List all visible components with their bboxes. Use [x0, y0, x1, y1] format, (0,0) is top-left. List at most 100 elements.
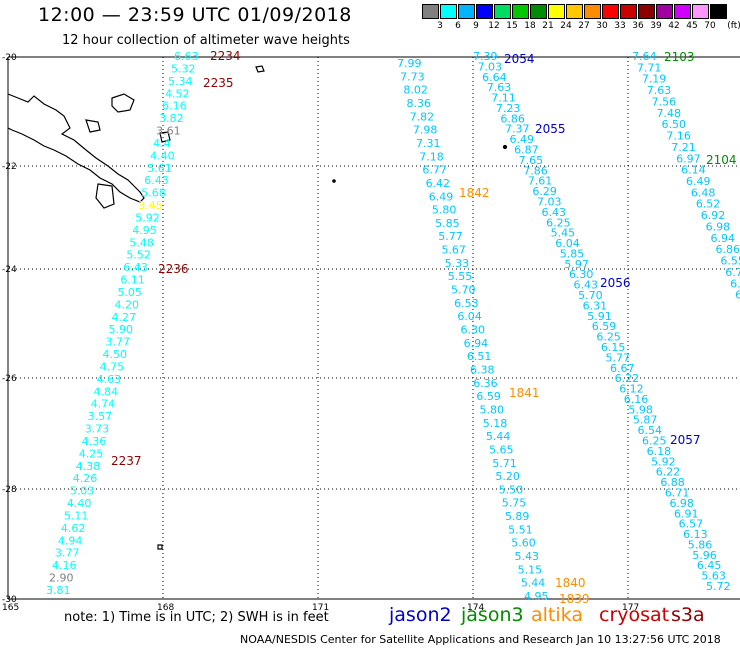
wave-height-value: 5.15 — [518, 563, 543, 576]
legend-label: 42 — [668, 21, 680, 31]
wave-height-value: 5.05 — [117, 286, 142, 299]
wave-height-value: 5.85 — [560, 247, 585, 260]
legend-swatch — [440, 4, 457, 19]
legend-swatch — [602, 4, 619, 19]
wave-height-value: 6.94 — [464, 337, 489, 350]
pass-time-label: 2234 — [210, 49, 241, 63]
wave-height-value: 6.48 — [691, 186, 716, 199]
wave-height-value: 7.82 — [410, 110, 435, 123]
wave-height-value: 7.56 — [652, 95, 677, 108]
wave-height-value: 5.71 — [492, 457, 517, 470]
wave-height-value: 6.88 — [660, 476, 685, 489]
wave-height-value: 5.77 — [605, 351, 630, 364]
wave-height-value: 3.77 — [106, 336, 131, 349]
wave-height-value: 6.94 — [711, 232, 736, 245]
satellite-name: cryosat — [599, 604, 670, 626]
wave-height-value: 4.4 — [153, 137, 171, 150]
latitude-label: -26 — [2, 374, 17, 384]
wave-height-value: 3.73 — [85, 423, 110, 436]
wave-height-value: 6.54 — [730, 277, 740, 290]
legend-label: 15 — [506, 21, 518, 31]
longitude-label: 177 — [622, 603, 639, 613]
legend-label: 45 — [686, 21, 698, 31]
legend-label: 24 — [560, 21, 572, 31]
wave-height-value: 7.19 — [642, 73, 667, 86]
wave-height-value: 6.25 — [642, 435, 667, 448]
legend-label: 3 — [437, 21, 443, 31]
wave-height-value: 6.57 — [679, 518, 704, 531]
wave-height-value: 5.80 — [432, 204, 457, 217]
wave-height-value: 6.51 — [467, 350, 492, 363]
wave-height-value: 6.22 — [615, 372, 640, 385]
wave-height-value: 6.12 — [619, 383, 644, 396]
wave-height-value: 6.55 — [720, 255, 740, 268]
wave-height-value: 5.86 — [688, 538, 713, 551]
wave-height-value: 5.55 — [448, 270, 473, 283]
wave-height-value: 7.64 — [632, 50, 657, 63]
wave-height-value: 6.29 — [532, 185, 557, 198]
wave-height-value: 5.44 — [486, 430, 511, 443]
wave-height-value: 3.61 — [156, 125, 181, 138]
wave-height-value: 5.60 — [511, 537, 536, 550]
pass-time-label: 2104 — [706, 153, 737, 167]
wave-height-value: 6.16 — [624, 393, 649, 406]
wave-height-value: 6.18 — [647, 445, 672, 458]
wave-height-value: 6.38 — [470, 363, 495, 376]
latitude-label: -30 — [2, 595, 17, 605]
longitude-label: 171 — [312, 603, 329, 613]
satellite-name: jason3 — [461, 604, 524, 626]
wave-height-value: 5.92 — [135, 211, 160, 224]
legend-label: 30 — [596, 21, 608, 31]
wave-height-value: 5.61 — [147, 162, 172, 175]
latitude-label: -28 — [2, 485, 17, 495]
wave-height-value: 4.50 — [103, 348, 128, 361]
pass-time-label: 2055 — [535, 122, 566, 136]
wave-height-value: 6.86 — [500, 112, 524, 125]
wave-height-value: 5.97 — [564, 258, 589, 271]
latitude-label: -22 — [2, 162, 17, 172]
wave-height-value: 6.98 — [706, 220, 731, 233]
wave-height-value: 5.33 — [445, 257, 470, 270]
wave-height-value: 5.87 — [633, 414, 658, 427]
wave-height-value: 6.42 — [426, 177, 451, 190]
pass-time-label: 1841 — [509, 386, 540, 400]
wave-height-value: 4.25 — [79, 447, 104, 460]
wave-height-value: 5.63 — [701, 570, 726, 583]
pass-time-labels: 2234 2235 2236 2237 1842 1841 1840 1839 2054 2055… — [111, 49, 737, 606]
legend-swatch — [548, 4, 565, 19]
wave-height-value: 5.03 — [70, 485, 95, 498]
legend-swatch — [620, 4, 637, 19]
wave-height-value: 5.32 — [171, 62, 196, 75]
wave-height-value: 4.38 — [76, 460, 101, 473]
wave-height-value: 4.75 — [100, 360, 125, 373]
map-subtitle: 12 hour collection of altimeter wave hei… — [62, 33, 350, 48]
wave-height-value: 7.48 — [657, 107, 682, 120]
wave-height-value: 7.21 — [671, 141, 696, 154]
legend-swatch — [638, 4, 655, 19]
wave-height-value: 4.74 — [91, 398, 116, 411]
wave-height-value: 4.36 — [82, 435, 107, 448]
legend-swatch — [476, 4, 493, 19]
wave-height-value: 5.20 — [495, 470, 520, 483]
latitude-label: -20 — [2, 53, 17, 63]
wave-height-value: 5.77 — [438, 230, 463, 243]
loyalty-island-3 — [159, 131, 171, 143]
wave-height-value: 5.43 — [514, 550, 539, 563]
wave-height-value: 4.63 — [97, 373, 122, 386]
legend-swatch — [692, 4, 709, 19]
wave-height-value: 7.63 — [647, 84, 672, 97]
wave-height-value: 7.18 — [419, 150, 444, 163]
legend-swatch — [512, 4, 529, 19]
wave-height-value: 5.90 — [109, 323, 134, 336]
legend-label: 18 — [524, 21, 536, 31]
wave-height-value: 5.80 — [480, 403, 505, 416]
satellite-name: s3a — [671, 604, 705, 626]
wave-height-value: 6.15 — [601, 341, 626, 354]
wave-height-value: 6.30 — [569, 268, 594, 281]
pass-time-label: 2056 — [600, 276, 631, 290]
legend-swatch — [458, 4, 475, 19]
coastline — [7, 65, 508, 550]
wave-height-value: 8.02 — [403, 84, 428, 97]
wave-height-value: 6.98 — [669, 497, 694, 510]
